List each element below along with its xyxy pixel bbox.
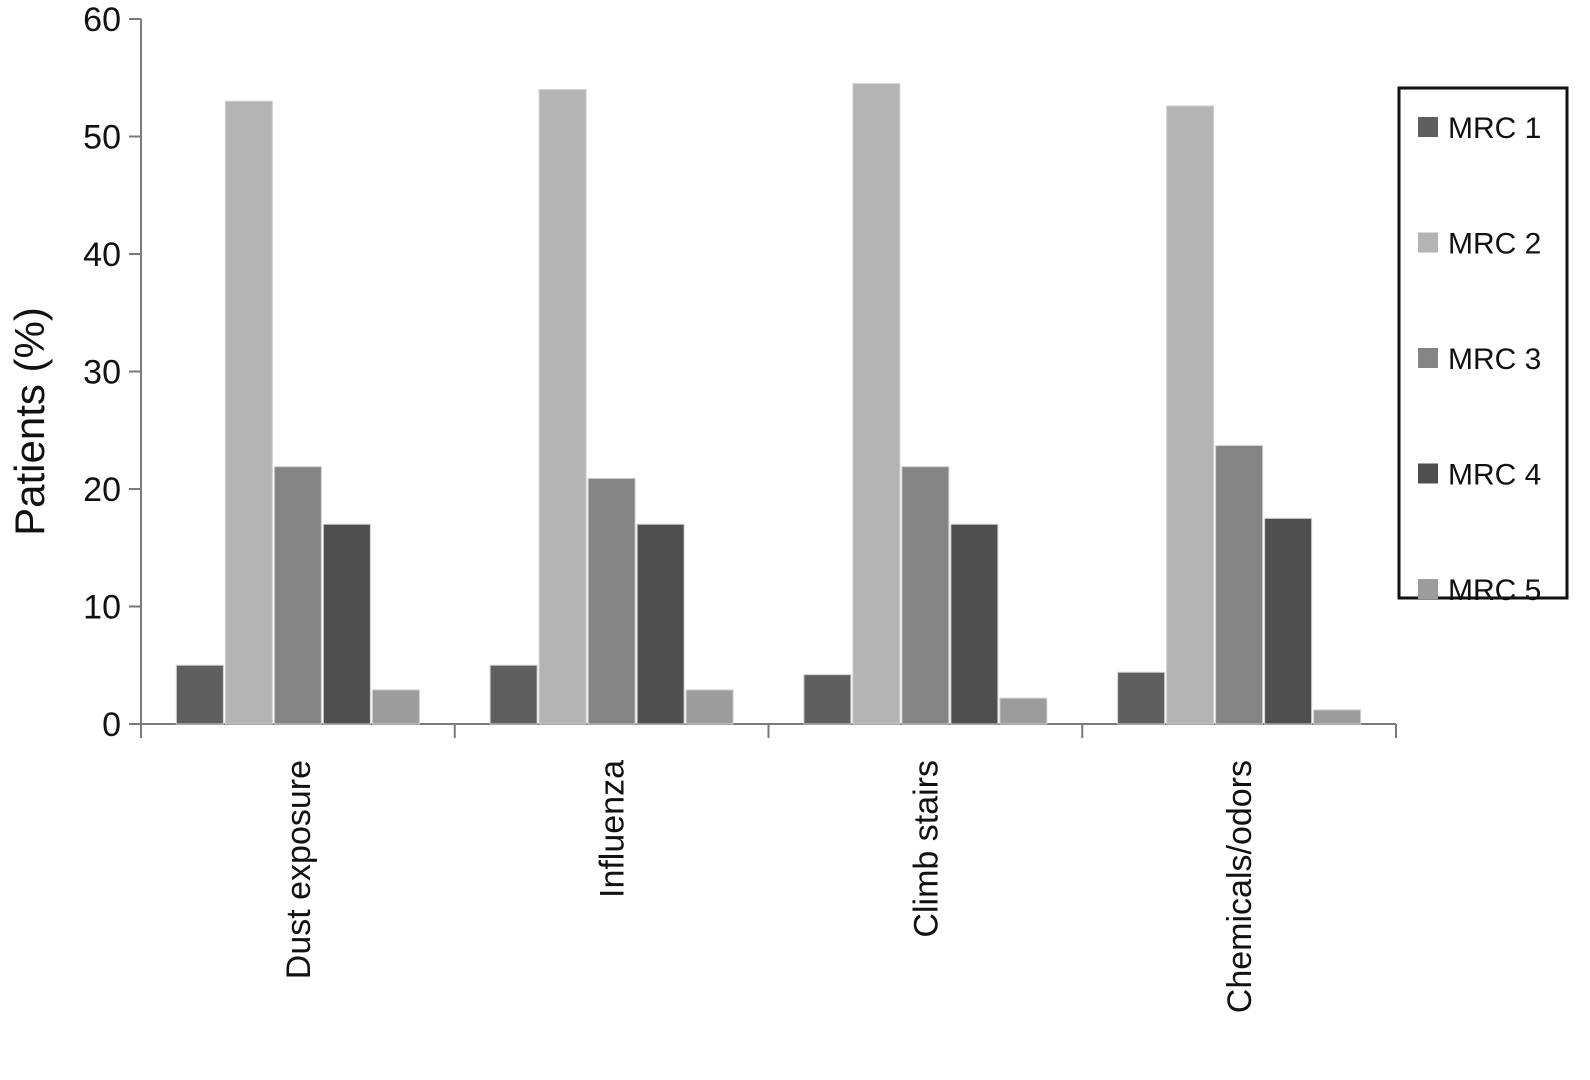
y-tick-label: 40 — [83, 236, 121, 274]
bar-mrc-4-2 — [950, 523, 999, 725]
bar-mrc-4-0 — [322, 523, 371, 725]
y-tick-label: 60 — [83, 1, 121, 39]
legend: MRC 1 MRC 2 MRC 3 MRC 4 MRC 5 — [1397, 86, 1569, 607]
category-labels: Dust exposure Influenza Climb stairs Chemic… — [280, 760, 1259, 1013]
bar-mrc-5-2 — [999, 697, 1048, 725]
x-category-label: Climb stairs — [907, 760, 945, 938]
legend-swatch — [1418, 463, 1438, 484]
bar-mrc-1-2 — [803, 674, 852, 725]
y-axis-title: Patients (%) — [6, 307, 53, 536]
x-axis — [140, 723, 1397, 738]
legend-label: MRC 5 — [1448, 574, 1541, 607]
x-category-label: Influenza — [594, 760, 632, 898]
y-tick-label: 50 — [83, 119, 121, 157]
bar-mrc-5-3 — [1313, 709, 1362, 725]
bar-mrc-2-2 — [852, 83, 901, 725]
y-tick-label: 10 — [83, 589, 121, 627]
bar-mrc-2-1 — [538, 89, 587, 725]
bar-mrc-2-0 — [224, 100, 273, 725]
legend-label: MRC 2 — [1448, 228, 1541, 261]
legend-swatch — [1418, 232, 1438, 253]
bar-mrc-3-2 — [901, 466, 950, 725]
bar-mrc-3-1 — [587, 477, 636, 725]
y-tick-label: 20 — [83, 471, 121, 509]
legend-label: MRC 4 — [1448, 459, 1541, 492]
bar-mrc-4-1 — [636, 523, 685, 725]
bar-mrc-1-0 — [175, 664, 224, 725]
x-category-label: Chemicals/odors — [1221, 760, 1259, 1013]
legend-swatch — [1418, 348, 1438, 368]
bar-mrc-1-3 — [1117, 671, 1166, 725]
legend-label: MRC 3 — [1448, 343, 1541, 376]
y-tick-label: 0 — [102, 706, 121, 744]
bars — [175, 83, 1362, 725]
bar-mrc-3-3 — [1215, 445, 1264, 725]
bar-mrc-1-1 — [489, 664, 538, 725]
bar-mrc-5-0 — [371, 689, 420, 725]
legend-box — [1397, 86, 1569, 600]
y-axis: 0 10 20 30 40 50 60 — [83, 1, 142, 744]
bar-mrc-4-3 — [1264, 517, 1313, 725]
legend-swatch — [1418, 579, 1438, 599]
y-tick-label: 30 — [83, 354, 121, 392]
legend-label: MRC 1 — [1448, 112, 1541, 145]
bar-mrc-3-0 — [273, 466, 322, 725]
legend-swatch — [1418, 117, 1438, 137]
bar-mrc-5-1 — [685, 689, 734, 725]
x-category-label: Dust exposure — [280, 760, 318, 979]
bar-mrc-2-3 — [1166, 105, 1215, 725]
